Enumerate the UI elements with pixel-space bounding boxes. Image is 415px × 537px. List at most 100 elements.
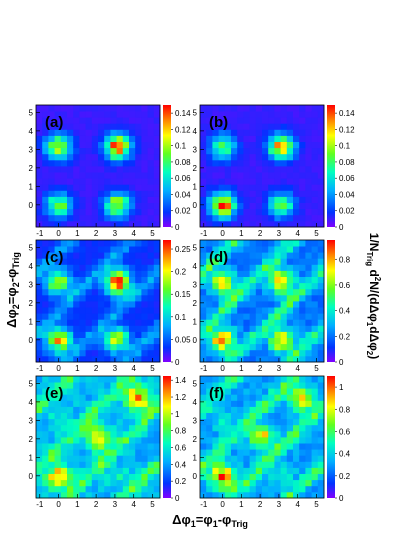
heatmap-cell (255, 190, 263, 197)
heatmap-cell (67, 394, 74, 401)
heatmap-cell (110, 424, 117, 432)
heatmap-cell (104, 190, 111, 197)
heatmap-cell (54, 178, 62, 185)
heatmap-cell (73, 313, 80, 320)
heatmap-cell (79, 135, 86, 142)
heatmap-cell (218, 349, 226, 357)
heatmap-cell (268, 301, 275, 308)
heatmap-cell (293, 455, 300, 462)
heatmap-cell (200, 376, 207, 383)
heatmap-cell (36, 437, 43, 444)
heatmap-cell (36, 394, 43, 401)
heatmap-cell (73, 129, 80, 136)
heatmap-cell (299, 270, 306, 277)
heatmap-cell (129, 147, 136, 155)
heatmap-cell (129, 220, 136, 228)
heatmap-cell (268, 343, 275, 351)
heatmap-cell (262, 141, 269, 149)
heatmap-cell (67, 294, 74, 302)
z-tick-label: 0.6 (339, 427, 351, 436)
heatmap-cell (122, 270, 130, 277)
heatmap-cell (129, 473, 136, 481)
heatmap-cell (91, 282, 99, 290)
panel-label: (f) (209, 385, 224, 402)
heatmap-cell (255, 196, 263, 203)
heatmap-cell (311, 485, 319, 493)
heatmap-cell (212, 159, 219, 167)
heatmap-cell (110, 288, 117, 296)
heatmap-cell (286, 443, 294, 450)
heatmap-cell (116, 437, 124, 444)
heatmap-cell (231, 276, 238, 284)
heatmap-cell (36, 325, 43, 332)
heatmap-cell (268, 406, 275, 413)
heatmap-cell (274, 382, 281, 389)
heatmap-cell (153, 147, 161, 155)
heatmap-cell (85, 349, 93, 357)
heatmap-cell (116, 430, 124, 438)
heatmap-cell (42, 443, 49, 450)
heatmap-cell (110, 319, 117, 326)
heatmap-cell (280, 294, 288, 302)
heatmap-cell (110, 270, 117, 277)
heatmap-cell (60, 190, 68, 197)
heatmap-cell (153, 337, 161, 345)
heatmap-cell (79, 473, 86, 481)
heatmap-cell (42, 294, 49, 302)
heatmap-cell (122, 288, 130, 296)
heatmap-cell (42, 123, 49, 130)
heatmap-cell (79, 147, 86, 155)
heatmap-cell (122, 141, 130, 149)
heatmap-cell (122, 388, 130, 395)
heatmap-cell (299, 294, 306, 302)
heatmap-cell (262, 449, 269, 456)
heatmap-cell (60, 111, 68, 118)
heatmap-cell (141, 147, 148, 155)
heatmap-cell (48, 117, 55, 124)
heatmap-cell (110, 467, 117, 474)
heatmap-cell (206, 449, 213, 456)
heatmap-cell (293, 190, 300, 197)
heatmap-cell (98, 159, 105, 167)
heatmap-cell (200, 449, 207, 456)
heatmap-cell (104, 337, 111, 345)
heatmap-cell (274, 153, 281, 161)
heatmap-cell (110, 153, 117, 161)
heatmap-cell (135, 491, 142, 499)
z-tick-label: 0.12 (339, 125, 355, 134)
heatmap-cell (305, 258, 312, 265)
heatmap-cell (122, 282, 130, 290)
heatmap-cell (305, 141, 312, 149)
heatmap-cell (255, 485, 263, 493)
panel-label: (d) (209, 249, 228, 266)
heatmap-cell (67, 214, 74, 222)
heatmap-cell (98, 220, 105, 228)
heatmap-cell (141, 240, 148, 247)
heatmap-cell (98, 331, 105, 338)
heatmap-cell (280, 467, 288, 474)
heatmap-cell (243, 491, 250, 499)
heatmap-cell (147, 111, 155, 118)
heatmap-cell (98, 117, 105, 124)
heatmap-cell (268, 491, 275, 499)
heatmap-cell (262, 430, 269, 438)
heatmap-cell (280, 412, 288, 420)
heatmap-cell (36, 294, 43, 302)
heatmap-cell (60, 153, 68, 161)
heatmap-cell (141, 264, 148, 271)
plot-frame (199, 104, 325, 228)
heatmap-cell (116, 288, 124, 296)
heatmap-cell (73, 264, 80, 271)
heatmap-cell (243, 424, 250, 432)
heatmap-cell (200, 301, 207, 308)
heatmap-cell (85, 406, 93, 413)
heatmap-cell (280, 325, 288, 332)
heatmap-cell (262, 178, 269, 185)
heatmap-cell (299, 220, 306, 228)
heatmap-cell (110, 220, 117, 228)
heatmap-cell (311, 325, 319, 332)
heatmap-cell (91, 382, 99, 389)
heatmap-cell (268, 288, 275, 296)
heatmap-cell (299, 202, 306, 210)
heatmap-cell (122, 129, 130, 136)
